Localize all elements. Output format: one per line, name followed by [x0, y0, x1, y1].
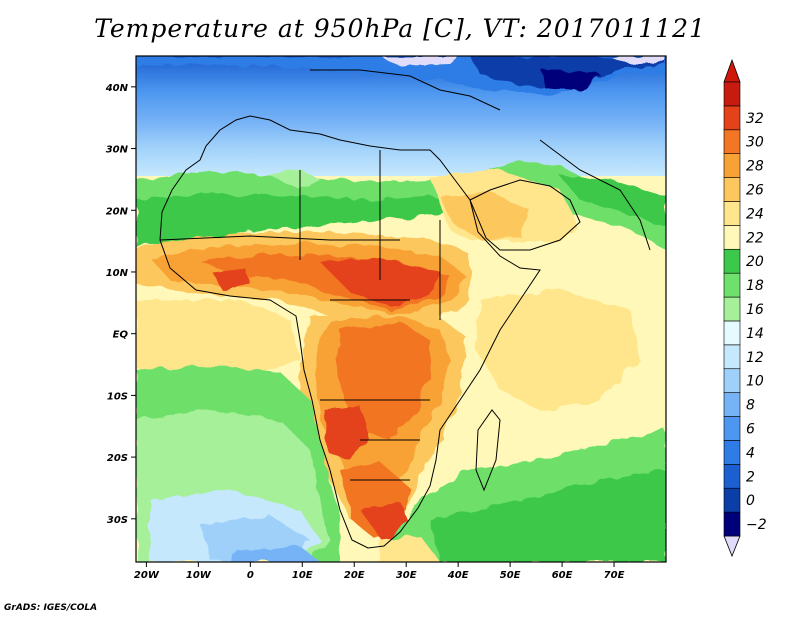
colorbar-segment: [723, 296, 741, 322]
x-tick-label: 40E: [447, 570, 469, 581]
x-tick-label: 30E: [396, 570, 417, 581]
colorbar-label: 14: [746, 326, 764, 342]
colorbar-label: 32: [746, 111, 764, 127]
x-tick-label: 0: [247, 570, 254, 581]
colorbar-label: −2: [746, 517, 767, 533]
colorbar-low-arrow: [723, 535, 741, 558]
colorbar-segment: [723, 129, 741, 154]
colorbar-label: 26: [746, 183, 764, 199]
y-tick-label: 40N: [105, 83, 129, 94]
y-tick-label: 20N: [106, 206, 129, 217]
colorbar-segment: [723, 368, 741, 393]
x-tick-label: 10E: [292, 570, 313, 581]
colorbar-label: 24: [746, 206, 764, 222]
colorbar-segment: [723, 201, 741, 226]
axis-ticks: 20W 10W 0 10E 20E 30E 40E 50E 60E 70E 40N 30N 20N 10N…: [105, 83, 625, 581]
colorbar-label: 8: [746, 398, 755, 414]
colorbar-label: 18: [746, 278, 764, 294]
x-tick-label: 10W: [186, 570, 212, 581]
colorbar-label: 6: [746, 421, 755, 437]
colorbar-segment: [723, 392, 741, 417]
x-tick-label: 60E: [552, 570, 573, 581]
x-tick-label: 20W: [134, 570, 160, 581]
colorbar-label: 16: [746, 302, 764, 318]
colorbar-segment: [723, 464, 741, 489]
x-tick-label: 50E: [500, 570, 521, 581]
map-boundaries: [159, 69, 651, 549]
y-tick-label: EQ: [113, 330, 129, 341]
colorbar-label: 30: [746, 135, 764, 151]
colorbar-segment: [723, 440, 741, 465]
y-tick-label: 10N: [106, 268, 129, 279]
colorbar-label: 4: [746, 445, 755, 461]
colorbar-segment: [723, 105, 741, 131]
colorbar-segment: [723, 81, 741, 107]
colorbar-segment: [723, 344, 741, 370]
colorbar-segment: [723, 320, 741, 346]
y-tick-label: 30S: [107, 515, 128, 526]
colorbar-label: 28: [746, 159, 764, 175]
colorbar-segment: [723, 248, 741, 274]
colorbar-label: 22: [746, 230, 764, 246]
x-tick-label: 20E: [344, 570, 365, 581]
x-tick-label: 70E: [604, 570, 625, 581]
colorbar-segment: [723, 487, 741, 513]
colorbar-high-arrow: [723, 58, 741, 83]
temperature-field: [136, 56, 666, 562]
map-title: Temperature at 950hPa [C], VT: 201701112…: [94, 14, 706, 43]
credit-text: GrADS: IGES/COLA: [4, 603, 98, 613]
colorbar-segment: [723, 272, 741, 298]
colorbar-segment: [723, 225, 741, 250]
colorbar-label: 0: [746, 493, 755, 509]
colorbar-label: 10: [746, 374, 764, 390]
colorbar-segment: [723, 177, 741, 202]
colorbar-label: 2: [746, 469, 755, 485]
colorbar-label: 12: [746, 350, 764, 366]
y-tick-label: 30N: [106, 145, 129, 156]
y-tick-label: 20S: [107, 453, 128, 464]
y-tick-label: 10S: [107, 391, 128, 402]
colorbar-segment: [723, 153, 741, 178]
colorbar-segment: [723, 416, 741, 441]
colorbar-segment: [723, 511, 741, 537]
plot-frame: [135, 55, 667, 563]
colorbar-label: 20: [746, 254, 764, 270]
